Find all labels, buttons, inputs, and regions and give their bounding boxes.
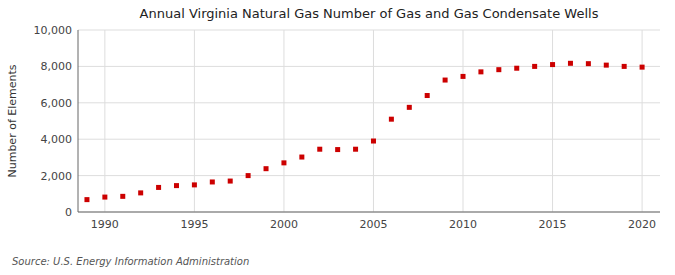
source-note: Source: U.S. Energy Information Administ… <box>12 256 249 267</box>
point <box>550 62 555 67</box>
y-tick-label: 4,000 <box>41 133 73 146</box>
point <box>192 182 197 187</box>
point <box>461 74 466 79</box>
point <box>389 117 394 122</box>
plot-area <box>78 30 660 212</box>
point <box>281 160 286 165</box>
point <box>246 173 251 178</box>
point <box>353 147 358 152</box>
point <box>138 190 143 195</box>
x-grid-line <box>463 30 464 212</box>
point <box>317 147 322 152</box>
x-tick-label: 2015 <box>539 218 567 231</box>
x-grid-line <box>552 30 553 212</box>
y-grid-line <box>78 212 660 213</box>
point <box>425 93 430 98</box>
point <box>120 194 125 199</box>
point <box>622 64 627 69</box>
x-tick-label: 1995 <box>180 218 208 231</box>
x-tick-label: 1990 <box>91 218 119 231</box>
point <box>604 63 609 68</box>
x-tick-label: 2005 <box>359 218 387 231</box>
y-grid-line <box>78 102 660 103</box>
chart: 0 2,000 4,000 6,000 8,000 10,000 1990 1995 2000 2… <box>0 0 675 275</box>
point <box>264 166 269 171</box>
y-tick-label: 0 <box>65 206 72 219</box>
x-tick-label: 2020 <box>628 218 656 231</box>
point <box>568 61 573 66</box>
point <box>640 65 645 70</box>
grid <box>78 30 660 212</box>
x-axis-line <box>78 212 660 213</box>
y-grid-line <box>78 66 660 67</box>
point <box>532 64 537 69</box>
axes: 0 2,000 4,000 6,000 8,000 10,000 1990 1995 2000 2… <box>34 24 661 231</box>
x-grid-line <box>104 30 105 212</box>
point <box>299 155 304 160</box>
point <box>210 179 215 184</box>
x-grid-line <box>642 30 643 212</box>
point <box>496 67 501 72</box>
point <box>443 78 448 83</box>
y-grid-line <box>78 139 660 140</box>
point <box>478 69 483 74</box>
y-tick-label: 2,000 <box>41 170 73 183</box>
x-tick-label: 2010 <box>449 218 477 231</box>
point <box>156 185 161 190</box>
point <box>174 183 179 188</box>
x-grid-line <box>283 30 284 212</box>
title: Annual Virginia Natural Gas Number of Ga… <box>140 6 599 21</box>
point <box>514 66 519 71</box>
point <box>407 105 412 110</box>
y-grid-line <box>78 175 660 176</box>
point <box>228 179 233 184</box>
point <box>586 61 591 66</box>
point <box>102 195 107 200</box>
y-axis-line <box>78 30 79 212</box>
point <box>335 147 340 152</box>
point <box>371 139 376 144</box>
x-tick-label: 2000 <box>270 218 298 231</box>
point <box>84 197 89 202</box>
y-tick-label: 8,000 <box>41 60 73 73</box>
points <box>84 61 644 202</box>
y-axis-label: Number of Elements <box>6 64 19 177</box>
y-tick-label: 10,000 <box>34 24 73 37</box>
y-tick-label: 6,000 <box>41 97 73 110</box>
x-grid-line <box>373 30 374 212</box>
y-grid-line <box>78 30 660 31</box>
